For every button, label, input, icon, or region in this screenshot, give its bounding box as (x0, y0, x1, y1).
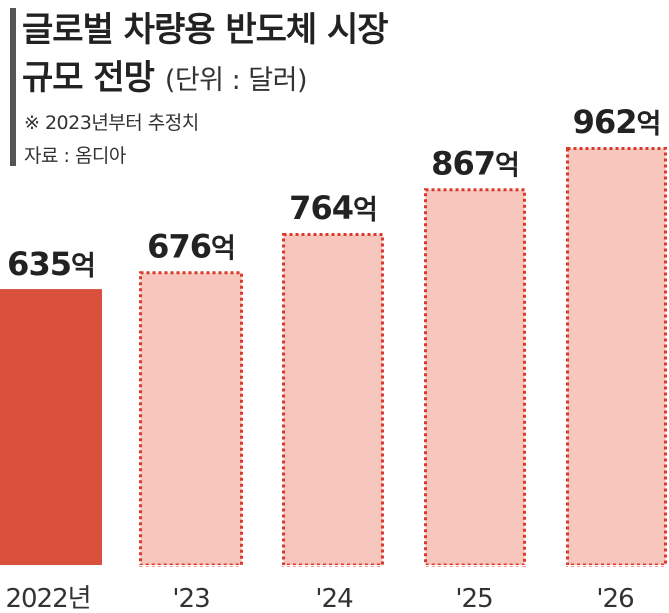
estimate-note: ※ 2023년부터 추정치 (24, 112, 199, 134)
bar-value-label-3: 867억 (431, 144, 519, 182)
x-tick-label-2: '24 (315, 584, 353, 613)
bar-value-label-1: 676억 (147, 227, 235, 265)
bar-0 (0, 289, 102, 565)
bar-value-label-0: 635억 (7, 245, 95, 283)
chart-title-line-1: 글로벌 차량용 반도체 시장 (22, 10, 389, 50)
chart-title-line-2: 규모 전망 (단위 : 달러) (22, 50, 308, 99)
x-tick-label-4: '26 (596, 584, 633, 613)
x-tick-label-1: '23 (172, 584, 209, 613)
bar-1 (139, 271, 243, 567)
x-tick-label-3: '25 (455, 584, 492, 613)
bar-3 (424, 188, 526, 567)
bar-value-label-4: 962억 (573, 103, 661, 141)
bar-value-label-2: 764억 (289, 189, 377, 227)
x-tick-label-0: 2022년 (5, 584, 90, 613)
source-note: 자료 : 옴디아 (24, 145, 126, 167)
bar-4 (566, 147, 667, 567)
bar-2 (282, 233, 384, 567)
chart-title-line-2-text: 규모 전망 (22, 58, 155, 98)
title-accent-bar (10, 8, 16, 166)
unit-note: (단위 : 달러) (164, 65, 308, 96)
